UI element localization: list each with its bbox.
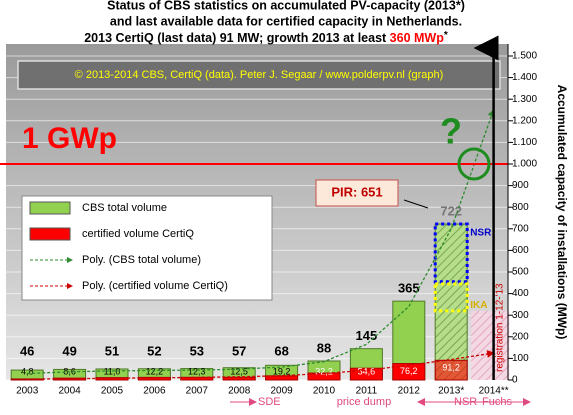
legend-swatch: [29, 201, 71, 215]
annotation: registration 1-12-'13: [495, 283, 506, 372]
value-label: 12,2: [146, 366, 164, 376]
value-label: 52: [147, 343, 161, 358]
value-label: 49: [62, 343, 76, 358]
y-axis-title: Accumulated capacity of installations (M…: [555, 85, 569, 340]
y-tick-label: 200: [512, 331, 529, 342]
value-label: 88: [317, 340, 331, 355]
value-label: 722: [440, 203, 462, 218]
legend-label: Poly. (certified volume CertiQ): [82, 280, 228, 292]
value-label: 68: [274, 343, 288, 358]
value-label: 46: [20, 343, 34, 358]
bar: [222, 376, 256, 381]
value-label: 32,2: [315, 366, 333, 376]
annotation: ?: [440, 111, 462, 152]
credit-box: [17, 60, 501, 90]
x-tick-label: 2014**: [479, 386, 509, 397]
value-label: 365: [398, 281, 420, 296]
value-label: 4,8: [21, 366, 34, 376]
value-label: 53: [190, 343, 204, 358]
y-tick-label: 900: [512, 180, 529, 191]
value-label: 11,0: [104, 366, 121, 376]
trend-line: [27, 350, 495, 380]
y-tick-label: 0: [512, 375, 518, 386]
y-tick-label: 300: [512, 310, 529, 321]
annotation: NSR: [454, 396, 477, 408]
y-tick-label: 1.500: [512, 51, 537, 62]
x-tick-label: 2013*: [438, 386, 464, 397]
y-tick-label: 700: [512, 223, 529, 234]
annotation: NSR: [470, 228, 492, 239]
nsr-box: [433, 222, 469, 284]
legend-label: certified volume CertiQ: [82, 228, 194, 240]
title-highlight: 360 MWp: [390, 31, 445, 45]
value-label: 12,5: [230, 366, 248, 376]
value-label: 57: [232, 343, 246, 358]
annotation: price dump: [337, 396, 391, 408]
pir-arrow: [403, 199, 429, 209]
title-line: Status of CBS statistics on accumulated …: [107, 0, 465, 12]
legend-swatch: [29, 227, 71, 241]
annotation: SDE: [258, 396, 281, 408]
x-tick-label: 2005: [101, 386, 124, 397]
highlight-circle: [457, 147, 491, 181]
x-tick-label: 2007: [186, 386, 209, 397]
y-tick-label: 600: [512, 245, 529, 256]
title-suffix: *: [444, 30, 448, 41]
value-label: 91,2: [442, 363, 460, 373]
y-tick-label: 1.200: [512, 115, 537, 126]
value-label: 51: [105, 343, 119, 358]
y-tick-label: 1.100: [512, 137, 537, 148]
bar: [265, 375, 299, 381]
value-label: 19,2: [273, 366, 291, 376]
pir-box: [315, 179, 399, 207]
bar: [434, 359, 468, 381]
y-tick-label: 500: [512, 267, 529, 278]
x-tick-label: 2004: [58, 386, 81, 397]
title-line: 2013 CertiQ (last data) 91 MW; growth 20…: [84, 30, 448, 46]
x-tick-label: 2011: [356, 386, 378, 397]
marks: 464,8498,65111,05212,25312,35712,56819,2…: [0, 35, 510, 381]
value-label: 76,2: [400, 366, 418, 376]
credit: © 2013-2014 CBS, CertiQ (data). Peter J.…: [75, 69, 444, 81]
legend-items: CBS total volume certified volume CertiQ P…: [29, 201, 228, 292]
bar: [392, 363, 426, 381]
x-tick-label: 2009: [270, 386, 293, 397]
y-tick-label: 1.400: [512, 72, 537, 83]
title-line: and last available data for certified ca…: [110, 14, 462, 28]
bar: [180, 376, 214, 381]
y-tick-label: 400: [512, 288, 529, 299]
x-tick-label: 2010: [313, 386, 336, 397]
ika-box: [433, 282, 469, 313]
value-label: 12,3: [188, 366, 206, 376]
trend-line: [27, 108, 496, 375]
legend-label: CBS total volume: [82, 202, 167, 214]
value-label: 145: [356, 328, 378, 343]
annotation: Fuchs: [482, 396, 512, 408]
x-tick-label: 2006: [143, 386, 166, 397]
y-tick-label: 1.000: [512, 159, 537, 170]
annotation: IKA: [470, 300, 487, 311]
x-tick-label: 2012: [398, 386, 421, 397]
y-tick-label: 1.300: [512, 94, 537, 105]
reference-label: 1 GWp: [22, 122, 117, 155]
registration-area: [471, 310, 510, 380]
bar: [434, 223, 468, 381]
bar: [95, 377, 129, 381]
x-tick-label: 2008: [228, 386, 251, 397]
x-tick-label: 2003: [16, 386, 39, 397]
legend-label: Poly. (CBS total volume): [82, 254, 201, 266]
y-tick-label: 100: [512, 353, 529, 364]
bar: [349, 367, 383, 381]
value-label: 54,6: [358, 366, 376, 376]
title-text: 2013 CertiQ (last data) 91 MW; growth 20…: [84, 31, 387, 45]
y-tick-label: 800: [512, 202, 529, 213]
annotation: PIR: 651: [331, 184, 382, 199]
